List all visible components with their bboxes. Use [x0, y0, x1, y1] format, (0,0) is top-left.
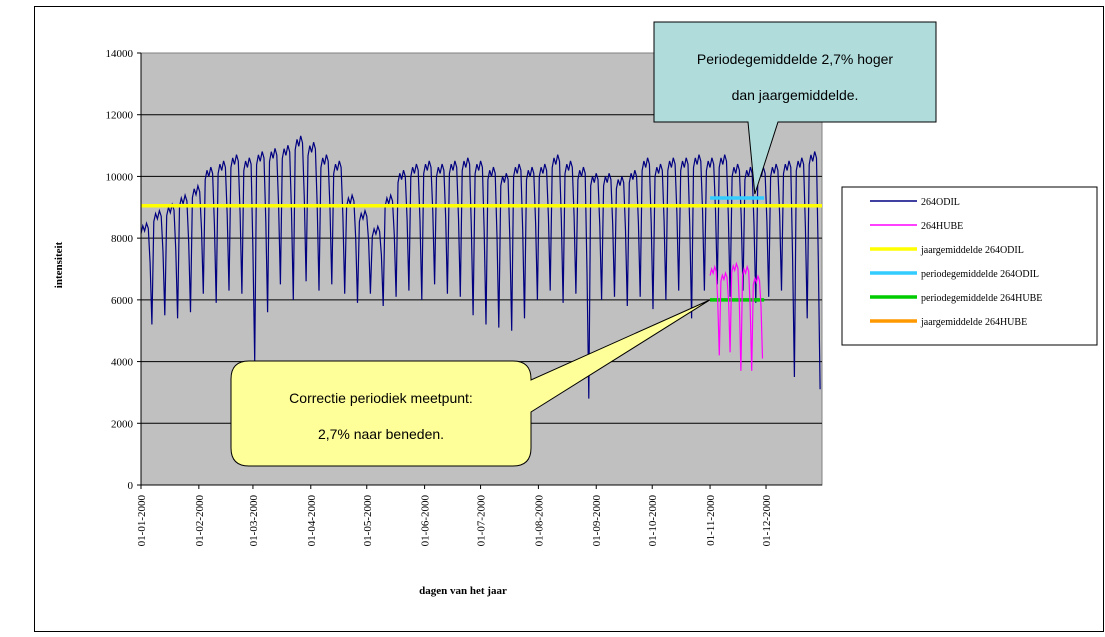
series-layer	[140, 135, 822, 399]
x-tick-label: 01-02-2000	[194, 495, 206, 547]
x-tick-label: 01-10-2000	[647, 495, 659, 547]
x-axis-title: dagen van het jaar	[419, 585, 507, 597]
x-axis-ticks: 01-01-2000 01-02-2000 01-03-2000 01-04-2000…	[136, 485, 773, 546]
x-tick-label: 01-08-2000	[533, 495, 545, 547]
callout-text-correction: 2,7% naar beneden.	[318, 426, 444, 442]
callout-text-period: dan jaargemiddelde.	[732, 87, 859, 103]
callout-box-period	[653, 21, 937, 195]
y-axis-title: intensiteit	[53, 241, 65, 288]
callouts: Periodegemiddelde 2,7% hoger dan jaargemi…	[230, 21, 937, 467]
legend-label: jaargemiddelde 264ODIL	[920, 245, 1024, 256]
y-tick-label: 0	[128, 480, 134, 492]
legend: 264ODIL 264HUBE jaargemiddelde 264ODIL peri…	[841, 186, 1098, 346]
x-tick-label: 01-03-2000	[248, 495, 260, 547]
callout-text-correction: Correctie periodiek meetpunt:	[289, 390, 473, 406]
x-tick-label: 01-11-2000	[705, 495, 717, 546]
x-tick-label: 01-09-2000	[591, 495, 603, 547]
x-tick-label: 01-07-2000	[476, 495, 488, 547]
x-tick-label: 01-12-2000	[761, 495, 773, 547]
y-tick-label: 10000	[106, 171, 134, 183]
x-tick-label: 01-06-2000	[420, 495, 432, 547]
series-line-264hube	[709, 261, 764, 371]
y-tick-label: 8000	[111, 233, 134, 245]
y-tick-label: 6000	[111, 295, 134, 307]
legend-label: jaargemiddelde 264HUBE	[920, 317, 1027, 328]
x-tick-label: 01-04-2000	[306, 495, 318, 547]
callout-box-correction	[230, 299, 711, 467]
y-tick-label: 14000	[106, 48, 134, 60]
callout-text-period: Periodegemiddelde 2,7% hoger	[697, 51, 893, 67]
y-tick-label: 4000	[111, 357, 134, 369]
x-tick-label: 01-01-2000	[136, 495, 148, 547]
y-tick-label: 12000	[106, 110, 134, 122]
x-tick-label: 01-05-2000	[362, 495, 374, 547]
legend-label: 264ODIL	[921, 197, 960, 208]
legend-box	[841, 186, 1098, 346]
legend-label: periodegemiddelde 264ODIL	[921, 269, 1039, 280]
y-tick-label: 2000	[111, 418, 134, 430]
series-line-264odil	[140, 135, 821, 399]
legend-label: 264HUBE	[921, 221, 963, 232]
legend-label: periodegemiddelde 264HUBE	[921, 293, 1042, 304]
y-axis-ticks: 0 2000 4000 6000 8000 10000 12000 14000	[106, 48, 141, 492]
